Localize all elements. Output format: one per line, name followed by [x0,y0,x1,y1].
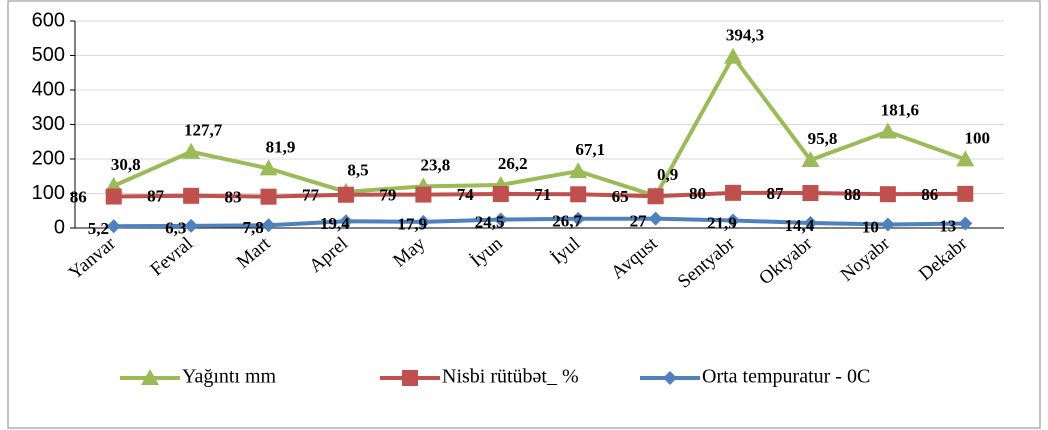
data-label: 77 [302,186,320,205]
data-label: 21,9 [707,213,737,232]
marker [259,159,278,176]
data-label: 6,3 [165,219,186,238]
data-label: 14,4 [784,216,814,235]
legend-marker [141,369,159,385]
data-label: 87 [766,184,784,203]
chart-border [7,0,1041,429]
legend-label: Orta tempuratur - 0C [702,366,870,388]
marker [337,186,354,203]
legend-label: Yağıntı mm [182,366,277,388]
marker [802,185,819,202]
data-label: 10 [862,217,879,236]
y-tick-label: 0 [54,216,65,238]
data-label: 0,9 [657,165,678,184]
series-line [112,53,966,199]
data-label: 100 [965,128,991,147]
data-label: 26,7 [552,212,582,231]
y-tick-label: 600 [32,9,65,31]
marker [879,186,896,203]
marker [260,188,277,205]
series-line [113,190,966,199]
data-label: 127,7 [184,121,223,140]
marker [105,188,122,205]
data-label: 95,8 [808,129,838,148]
data-label: 27 [630,212,648,231]
y-tick-label: 100 [32,182,65,204]
marker [569,162,588,179]
data-label: 181,6 [881,100,919,119]
data-label: 7,8 [243,218,264,237]
y-tick-label: 200 [32,147,65,169]
marker [570,186,587,203]
marker [492,186,509,203]
data-label: 17,9 [397,215,427,234]
marker [416,214,431,229]
series-line [113,216,966,229]
marker [571,211,586,226]
marker [801,150,820,167]
marker [957,185,974,202]
data-label: 88 [844,185,861,204]
data-label: 8,5 [347,161,368,180]
y-tick-label: 400 [32,78,65,100]
marker [261,218,276,233]
data-label: 394,3 [726,26,764,45]
data-label: 67,1 [575,140,605,159]
marker [803,216,818,231]
marker [724,47,743,64]
data-label: 26,2 [498,154,528,173]
data-label: 5,2 [88,219,109,238]
data-label: 24,5 [475,212,505,231]
marker [338,214,353,229]
marker [647,188,664,205]
marker [956,150,975,167]
data-label: 83 [225,188,242,207]
marker [106,219,121,234]
data-label: 23,8 [421,155,451,174]
data-label: 74 [457,185,475,204]
data-label: 13 [939,216,956,235]
data-label: 81,9 [266,137,296,156]
marker [493,212,508,227]
marker [415,186,432,203]
marker [878,122,897,139]
data-label: 86 [70,187,87,206]
marker [648,211,663,226]
marker [182,142,201,159]
marker [183,187,200,204]
data-label: 86 [921,185,938,204]
marker [184,218,199,233]
marker [725,184,742,201]
data-label: 87 [147,187,165,206]
legend-label: Nisbi rütübət_ % [442,366,579,388]
data-label: 79 [379,185,396,204]
legend-marker [402,370,418,386]
data-label: 19,4 [320,214,350,233]
y-tick-label: 500 [32,44,65,66]
data-label: 71 [534,185,551,204]
marker [880,217,895,232]
marker [726,213,741,228]
legend-marker [663,371,677,385]
data-label: 80 [689,184,706,203]
data-label: 65 [612,187,629,206]
y-tick-label: 300 [32,113,65,135]
data-label: 30,8 [111,155,141,174]
marker [958,216,973,231]
